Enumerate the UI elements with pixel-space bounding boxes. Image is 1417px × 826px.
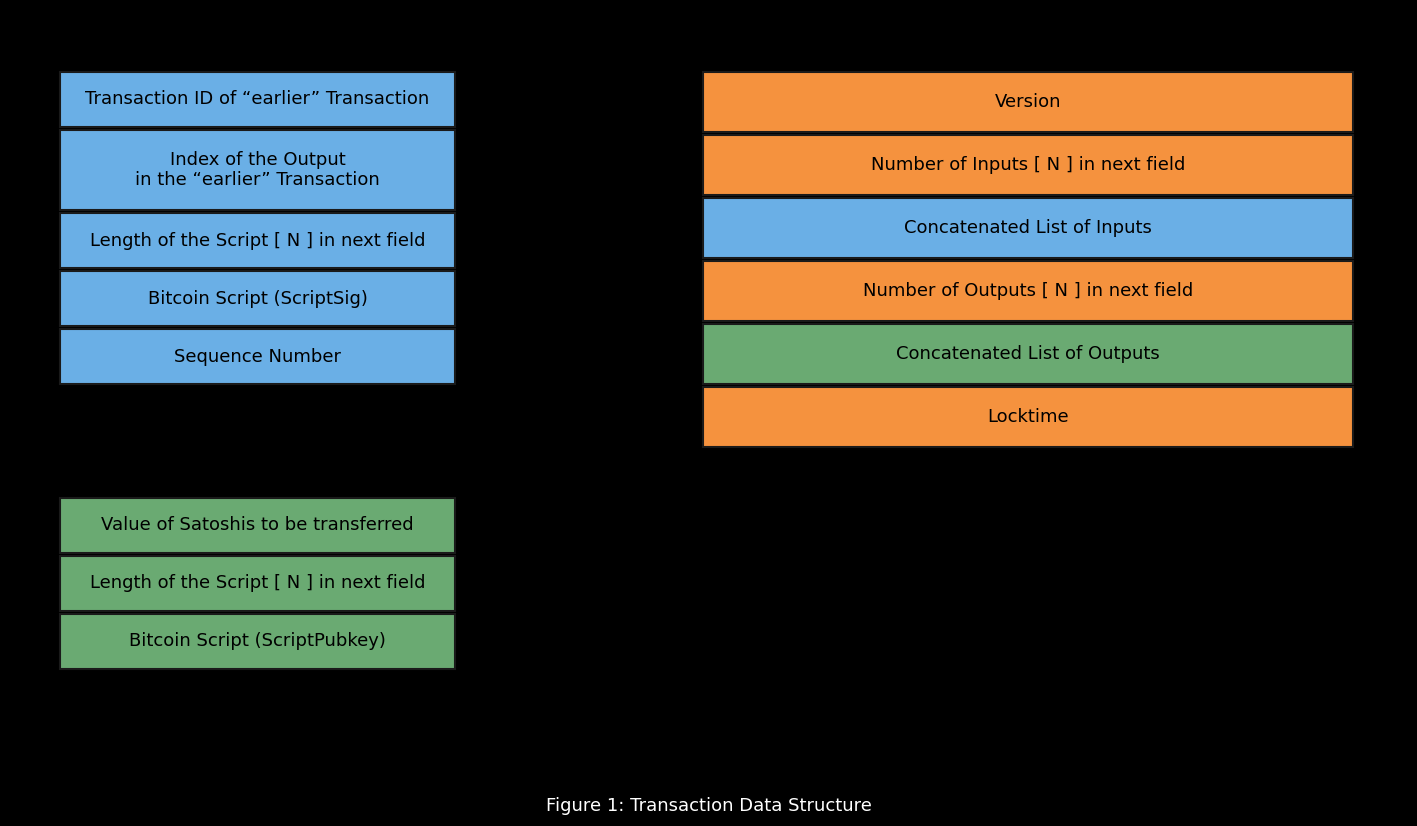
Text: Figure 1: Transaction Data Structure: Figure 1: Transaction Data Structure: [546, 797, 871, 815]
Text: Transaction ID of “earlier” Transaction: Transaction ID of “earlier” Transaction: [85, 91, 429, 108]
FancyBboxPatch shape: [60, 271, 455, 326]
Text: Length of the Script [ N ] in next field: Length of the Script [ N ] in next field: [89, 575, 425, 592]
FancyBboxPatch shape: [60, 130, 455, 210]
Text: Concatenated List of Outputs: Concatenated List of Outputs: [896, 345, 1161, 363]
FancyBboxPatch shape: [60, 614, 455, 669]
FancyBboxPatch shape: [60, 556, 455, 611]
Text: Length of the Script [ N ] in next field: Length of the Script [ N ] in next field: [89, 231, 425, 249]
Text: Number of Outputs [ N ] in next field: Number of Outputs [ N ] in next field: [863, 282, 1193, 300]
FancyBboxPatch shape: [703, 72, 1353, 132]
FancyBboxPatch shape: [60, 72, 455, 127]
FancyBboxPatch shape: [60, 329, 455, 384]
FancyBboxPatch shape: [703, 135, 1353, 195]
Text: Version: Version: [995, 93, 1061, 111]
FancyBboxPatch shape: [703, 198, 1353, 258]
FancyBboxPatch shape: [703, 261, 1353, 321]
Text: Concatenated List of Inputs: Concatenated List of Inputs: [904, 219, 1152, 237]
Text: Locktime: Locktime: [988, 408, 1068, 426]
FancyBboxPatch shape: [703, 387, 1353, 447]
Text: Number of Inputs [ N ] in next field: Number of Inputs [ N ] in next field: [871, 156, 1185, 174]
Text: Bitcoin Script (ScriptSig): Bitcoin Script (ScriptSig): [147, 289, 367, 307]
FancyBboxPatch shape: [703, 324, 1353, 384]
Text: Value of Satoshis to be transferred: Value of Satoshis to be transferred: [101, 516, 414, 534]
FancyBboxPatch shape: [60, 498, 455, 553]
FancyBboxPatch shape: [60, 213, 455, 268]
Text: Index of the Output
in the “earlier” Transaction: Index of the Output in the “earlier” Tra…: [135, 150, 380, 189]
Text: Bitcoin Script (ScriptPubkey): Bitcoin Script (ScriptPubkey): [129, 633, 385, 651]
Text: Sequence Number: Sequence Number: [174, 348, 341, 365]
